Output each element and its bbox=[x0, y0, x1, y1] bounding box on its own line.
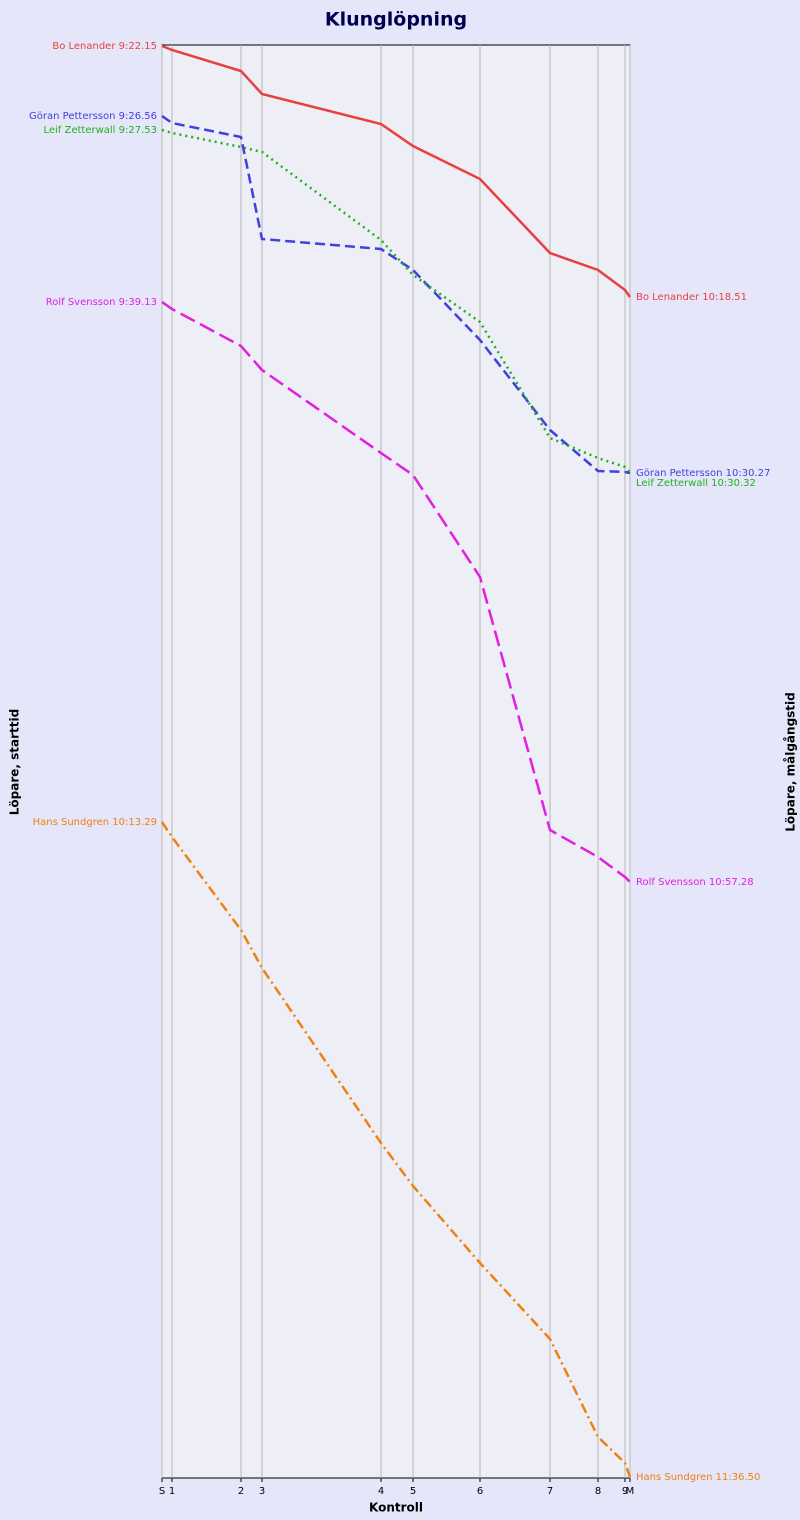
x-tick-label: 7 bbox=[547, 1486, 553, 1497]
series-line bbox=[160, 821, 632, 1478]
x-tick-label: S bbox=[159, 1486, 165, 1497]
end-label: Göran Pettersson 10:30.27 bbox=[636, 468, 770, 479]
chart-title: Klunglöpning bbox=[325, 9, 467, 31]
x-tick-label: 5 bbox=[410, 1486, 416, 1497]
y2-axis-label: Löpare, målgångstid bbox=[784, 692, 798, 832]
start-label: Rolf Svensson 9:39.13 bbox=[46, 297, 157, 308]
end-label: Bo Lenander 10:18.51 bbox=[636, 292, 747, 303]
x-tick-label: 3 bbox=[259, 1486, 265, 1497]
start-label: Bo Lenander 9:22.15 bbox=[52, 41, 157, 52]
x-tick-label: M bbox=[626, 1486, 635, 1497]
series-line bbox=[161, 128, 631, 474]
x-tick-label: 8 bbox=[595, 1486, 601, 1497]
x-tick-label: 1 bbox=[169, 1486, 175, 1497]
y-axis-label: Löpare, starttid bbox=[8, 709, 22, 815]
start-label: Göran Pettersson 9:26.56 bbox=[29, 111, 157, 122]
end-label: Leif Zetterwall 10:30.32 bbox=[636, 478, 756, 489]
x-tick-label: 6 bbox=[477, 1486, 483, 1497]
x-tick-label: 2 bbox=[238, 1486, 244, 1497]
plot-area bbox=[161, 44, 631, 1479]
end-label: Rolf Svensson 10:57.28 bbox=[636, 877, 754, 888]
start-label: Hans Sundgren 10:13.29 bbox=[33, 817, 157, 828]
x-tick-label: 4 bbox=[378, 1486, 384, 1497]
start-label: Leif Zetterwall 9:27.53 bbox=[43, 125, 157, 136]
series-line bbox=[161, 44, 632, 298]
x-tick-label: 9 bbox=[622, 1486, 628, 1497]
series-line bbox=[161, 300, 631, 883]
x-axis-label: Kontroll bbox=[369, 1501, 423, 1515]
end-label: Hans Sundgren 11:36.50 bbox=[636, 1472, 760, 1483]
